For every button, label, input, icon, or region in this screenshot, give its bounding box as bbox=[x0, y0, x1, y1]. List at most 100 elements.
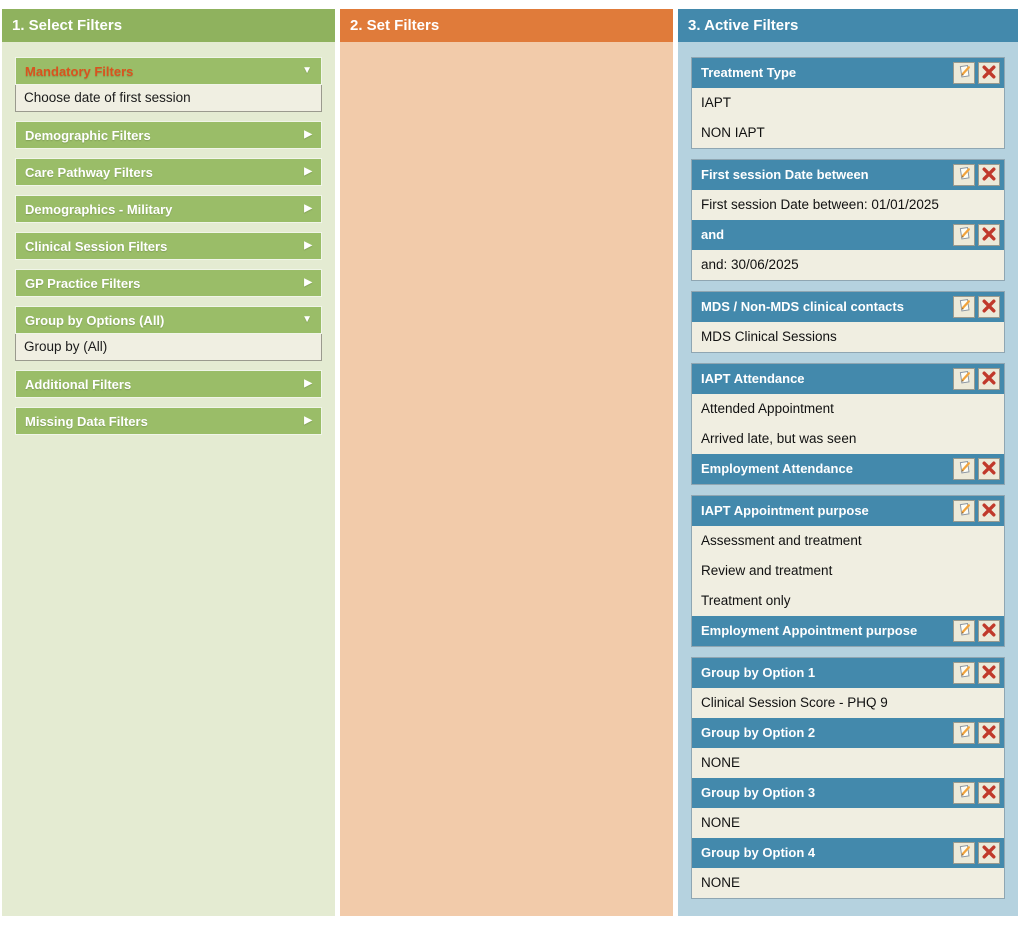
active-filter-header-employment-attendance: Employment Attendance bbox=[692, 454, 1004, 484]
active-filter-title: Group by Option 4 bbox=[701, 845, 816, 861]
accordion-label: Demographic Filters bbox=[25, 127, 151, 143]
active-filter-card-iapt-attendance: IAPT Attendance Attended Appointment Arriv… bbox=[691, 363, 1005, 485]
card-actions bbox=[950, 296, 1000, 318]
edit-note-icon bbox=[957, 622, 972, 640]
remove-filter-button[interactable] bbox=[978, 296, 1000, 318]
edit-filter-button[interactable] bbox=[953, 782, 975, 804]
accordion-item-choose-date-of-first-session[interactable]: Choose date of first session bbox=[15, 85, 322, 112]
active-filter-header-first-session-date-between: First session Date between bbox=[692, 160, 1004, 190]
edit-filter-button[interactable] bbox=[953, 722, 975, 744]
active-filter-header-and: and bbox=[692, 220, 1004, 250]
active-filter-header-treatment-type: Treatment Type bbox=[692, 58, 1004, 88]
chevron-right-icon: ▶ bbox=[304, 415, 312, 426]
remove-filter-button[interactable] bbox=[978, 722, 1000, 744]
accordion-label: GP Practice Filters bbox=[25, 275, 141, 291]
chevron-right-icon: ▶ bbox=[304, 166, 312, 177]
active-filter-value: First session Date between: 01/01/2025 bbox=[692, 190, 1004, 220]
remove-filter-button[interactable] bbox=[978, 458, 1000, 480]
remove-x-icon bbox=[982, 461, 996, 478]
remove-x-icon bbox=[982, 65, 996, 82]
accordion-demographic-filters: Demographic Filters ▶ bbox=[15, 121, 322, 149]
accordion-header-mandatory-filters[interactable]: Mandatory Filters ▼ bbox=[15, 57, 322, 85]
edit-filter-button[interactable] bbox=[953, 224, 975, 246]
active-filters-column-header: 3. Active Filters bbox=[678, 9, 1018, 42]
active-filter-value: Review and treatment bbox=[692, 556, 1004, 586]
active-filter-title: and bbox=[701, 227, 725, 243]
remove-filter-button[interactable] bbox=[978, 62, 1000, 84]
remove-x-icon bbox=[982, 227, 996, 244]
remove-filter-button[interactable] bbox=[978, 620, 1000, 642]
edit-filter-button[interactable] bbox=[953, 500, 975, 522]
remove-filter-button[interactable] bbox=[978, 782, 1000, 804]
active-filter-title: Treatment Type bbox=[701, 65, 797, 81]
active-filter-value: MDS Clinical Sessions bbox=[692, 322, 1004, 352]
accordion-header-missing-data-filters[interactable]: Missing Data Filters ▶ bbox=[15, 407, 322, 435]
active-filter-card-mds-non-mds-clinical-contacts: MDS / Non-MDS clinical contacts MDS Clini… bbox=[691, 291, 1005, 353]
chevron-right-icon: ▶ bbox=[304, 240, 312, 251]
active-filter-header-iapt-appointment-purpose: IAPT Appointment purpose bbox=[692, 496, 1004, 526]
edit-filter-button[interactable] bbox=[953, 62, 975, 84]
edit-filter-button[interactable] bbox=[953, 296, 975, 318]
accordion-label: Mandatory Filters bbox=[25, 63, 134, 79]
edit-filter-button[interactable] bbox=[953, 662, 975, 684]
chevron-right-icon: ▶ bbox=[304, 203, 312, 214]
accordion-header-demographic-filters[interactable]: Demographic Filters ▶ bbox=[15, 121, 322, 149]
select-filters-accordion-list: Mandatory Filters ▼ Choose date of first s… bbox=[2, 42, 335, 916]
edit-note-icon bbox=[957, 64, 972, 82]
active-filter-value: NON IAPT bbox=[692, 118, 1004, 148]
accordion-label: Demographics - Military bbox=[25, 201, 173, 217]
active-filter-header-iapt-attendance: IAPT Attendance bbox=[692, 364, 1004, 394]
edit-filter-button[interactable] bbox=[953, 620, 975, 642]
edit-note-icon bbox=[957, 226, 972, 244]
edit-filter-button[interactable] bbox=[953, 458, 975, 480]
remove-filter-button[interactable] bbox=[978, 842, 1000, 864]
active-filter-title: MDS / Non-MDS clinical contacts bbox=[701, 299, 904, 315]
card-actions bbox=[950, 368, 1000, 390]
edit-note-icon bbox=[957, 298, 972, 316]
edit-note-icon bbox=[957, 460, 972, 478]
edit-note-icon bbox=[957, 166, 972, 184]
card-actions bbox=[950, 62, 1000, 84]
active-filter-header-mds-non-mds-clinical-contacts: MDS / Non-MDS clinical contacts bbox=[692, 292, 1004, 322]
active-filter-card-iapt-appointment-purpose: IAPT Appointment purpose Assessment and t… bbox=[691, 495, 1005, 647]
remove-filter-button[interactable] bbox=[978, 662, 1000, 684]
accordion-header-gp-practice-filters[interactable]: GP Practice Filters ▶ bbox=[15, 269, 322, 297]
remove-x-icon bbox=[982, 299, 996, 316]
select-filters-column: 1. Select Filters Mandatory Filters ▼ Choo… bbox=[2, 9, 335, 916]
edit-note-icon bbox=[957, 724, 972, 742]
card-actions bbox=[950, 722, 1000, 744]
accordion-label: Clinical Session Filters bbox=[25, 238, 168, 254]
accordion-header-group-by-options-all[interactable]: Group by Options (All) ▼ bbox=[15, 306, 322, 334]
remove-x-icon bbox=[982, 725, 996, 742]
accordion-header-demographics-military[interactable]: Demographics - Military ▶ bbox=[15, 195, 322, 223]
accordion-gp-practice-filters: GP Practice Filters ▶ bbox=[15, 269, 322, 297]
edit-filter-button[interactable] bbox=[953, 164, 975, 186]
accordion-group-by-options-all: Group by Options (All) ▼ Group by (All) bbox=[15, 306, 322, 361]
remove-filter-button[interactable] bbox=[978, 368, 1000, 390]
accordion-demographics-military: Demographics - Military ▶ bbox=[15, 195, 322, 223]
edit-note-icon bbox=[957, 664, 972, 682]
active-filter-header-group-by-option-1: Group by Option 1 bbox=[692, 658, 1004, 688]
chevron-down-icon: ▼ bbox=[302, 65, 312, 76]
card-actions bbox=[950, 662, 1000, 684]
accordion-header-additional-filters[interactable]: Additional Filters ▶ bbox=[15, 370, 322, 398]
active-filter-title: Employment Attendance bbox=[701, 461, 853, 477]
card-actions bbox=[950, 842, 1000, 864]
remove-filter-button[interactable] bbox=[978, 224, 1000, 246]
accordion-clinical-session-filters: Clinical Session Filters ▶ bbox=[15, 232, 322, 260]
active-filter-header-group-by-option-4: Group by Option 4 bbox=[692, 838, 1004, 868]
remove-x-icon bbox=[982, 623, 996, 640]
remove-filter-button[interactable] bbox=[978, 164, 1000, 186]
edit-filter-button[interactable] bbox=[953, 368, 975, 390]
accordion-label: Missing Data Filters bbox=[25, 413, 148, 429]
chevron-right-icon: ▶ bbox=[304, 378, 312, 389]
edit-filter-button[interactable] bbox=[953, 842, 975, 864]
remove-filter-button[interactable] bbox=[978, 500, 1000, 522]
active-filter-value: NONE bbox=[692, 868, 1004, 898]
accordion-header-clinical-session-filters[interactable]: Clinical Session Filters ▶ bbox=[15, 232, 322, 260]
active-filter-card-first-session-date-between: First session Date between First session … bbox=[691, 159, 1005, 281]
chevron-right-icon: ▶ bbox=[304, 129, 312, 140]
accordion-header-care-pathway-filters[interactable]: Care Pathway Filters ▶ bbox=[15, 158, 322, 186]
accordion-item-group-by-all[interactable]: Group by (All) bbox=[15, 334, 322, 361]
